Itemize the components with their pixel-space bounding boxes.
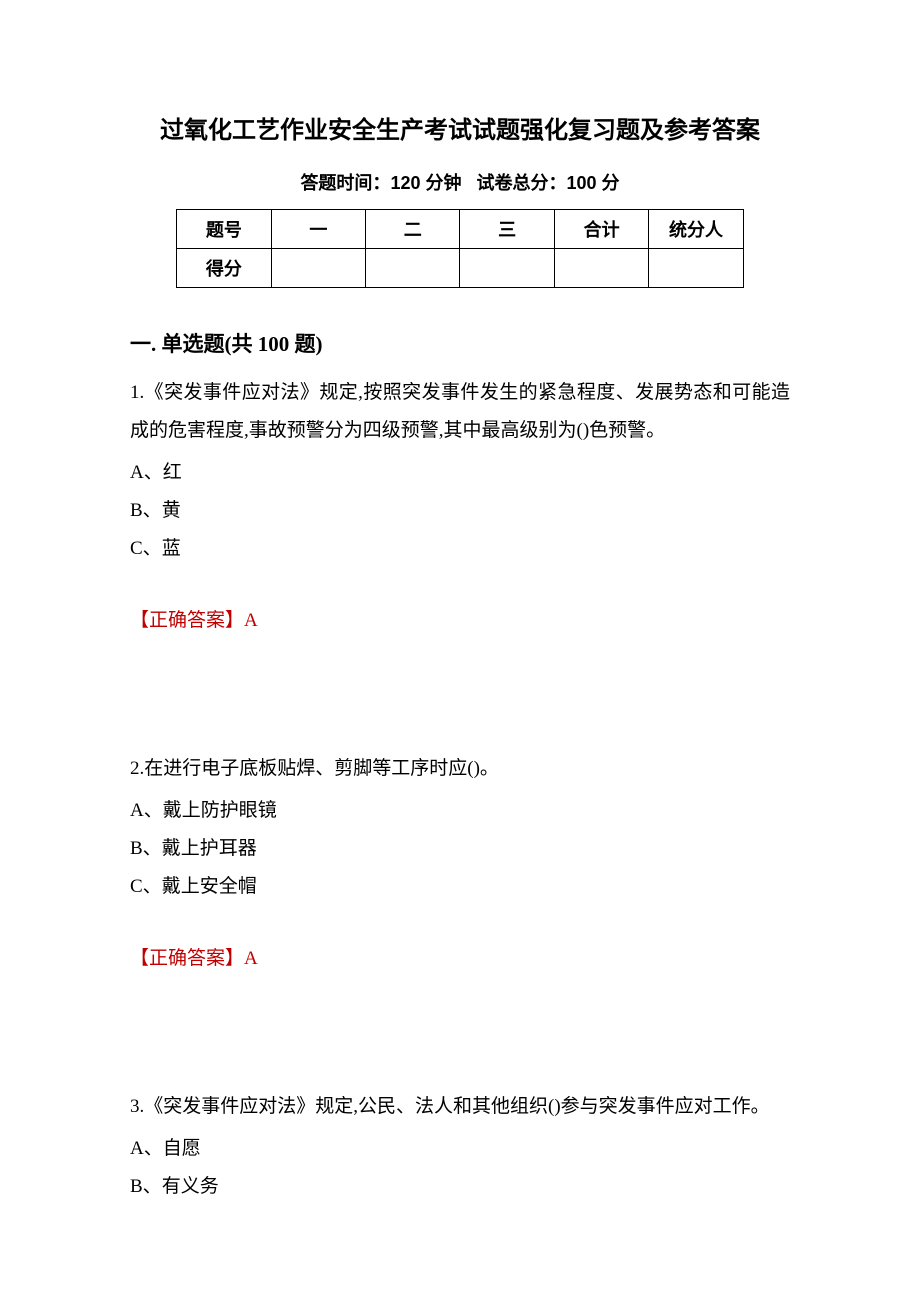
option-text: 戴上安全帽: [162, 876, 257, 897]
cell-empty: [460, 249, 554, 288]
time-label: 答题时间：: [300, 173, 390, 193]
th-label: 题号: [177, 210, 271, 249]
option-label: C、: [130, 876, 162, 897]
option-label: B、: [130, 838, 162, 859]
question-body: 在进行电子底板贴焊、剪脚等工序时应()。: [144, 758, 499, 779]
option: A、戴上防护眼镜: [130, 792, 790, 830]
row-label: 得分: [177, 249, 271, 288]
option: B、黄: [130, 492, 790, 530]
option-label: C、: [130, 538, 162, 559]
answer-line: 【正确答案】A: [130, 602, 790, 640]
question-block: 3.《突发事件应对法》规定,公民、法人和其他组织()参与突发事件应对工作。 A、…: [130, 1088, 790, 1206]
option-label: B、: [130, 1176, 162, 1197]
option-label: A、: [130, 462, 163, 483]
option-label: A、: [130, 800, 163, 821]
question-block: 1.《突发事件应对法》规定,按照突发事件发生的紧急程度、发展势态和可能造成的危害…: [130, 374, 790, 640]
question-text: 2.在进行电子底板贴焊、剪脚等工序时应()。: [130, 750, 790, 788]
th-col: 二: [366, 210, 460, 249]
th-col: 一: [271, 210, 365, 249]
option: C、蓝: [130, 530, 790, 568]
question-body: 《突发事件应对法》规定,公民、法人和其他组织()参与突发事件应对工作。: [144, 1096, 769, 1117]
question-block: 2.在进行电子底板贴焊、剪脚等工序时应()。 A、戴上防护眼镜 B、戴上护耳器 …: [130, 750, 790, 978]
answer-line: 【正确答案】A: [130, 940, 790, 978]
answer-label: 【正确答案】: [130, 948, 244, 969]
score-table: 题号 一 二 三 合计 统分人 得分: [176, 209, 744, 288]
table-row: 得分: [177, 249, 744, 288]
th-col: 合计: [554, 210, 648, 249]
option-label: A、: [130, 1138, 163, 1159]
option-text: 黄: [162, 500, 181, 521]
question-number: 2.: [130, 758, 144, 779]
answer-value: A: [244, 948, 258, 969]
answer-value: A: [244, 610, 258, 631]
option: B、戴上护耳器: [130, 830, 790, 868]
th-col: 三: [460, 210, 554, 249]
option: A、红: [130, 454, 790, 492]
option-text: 戴上防护眼镜: [163, 800, 277, 821]
question-text: 3.《突发事件应对法》规定,公民、法人和其他组织()参与突发事件应对工作。: [130, 1088, 790, 1126]
time-value: 120 分钟: [390, 173, 461, 193]
score-label: 试卷总分：: [477, 173, 567, 193]
section-heading: 一. 单选题(共 100 题): [130, 328, 790, 358]
option-text: 戴上护耳器: [162, 838, 257, 859]
answer-label: 【正确答案】: [130, 610, 244, 631]
question-text: 1.《突发事件应对法》规定,按照突发事件发生的紧急程度、发展势态和可能造成的危害…: [130, 374, 790, 450]
option-label: B、: [130, 500, 162, 521]
option: A、自愿: [130, 1130, 790, 1168]
cell-empty: [366, 249, 460, 288]
option-text: 红: [163, 462, 182, 483]
table-row: 题号 一 二 三 合计 统分人: [177, 210, 744, 249]
cell-empty: [271, 249, 365, 288]
doc-subtitle: 答题时间：120 分钟 试卷总分：100 分: [130, 169, 790, 195]
option: C、戴上安全帽: [130, 868, 790, 906]
page: 过氧化工艺作业安全生产考试试题强化复习题及参考答案 答题时间：120 分钟 试卷…: [0, 0, 920, 1302]
th-col: 统分人: [649, 210, 743, 249]
option: B、有义务: [130, 1168, 790, 1206]
question-number: 3.: [130, 1096, 144, 1117]
cell-empty: [649, 249, 743, 288]
question-body: 《突发事件应对法》规定,按照突发事件发生的紧急程度、发展势态和可能造成的危害程度…: [130, 382, 790, 441]
option-text: 有义务: [162, 1176, 219, 1197]
option-text: 蓝: [162, 538, 181, 559]
score-value: 100 分: [567, 173, 620, 193]
doc-title: 过氧化工艺作业安全生产考试试题强化复习题及参考答案: [130, 110, 790, 145]
cell-empty: [554, 249, 648, 288]
option-text: 自愿: [163, 1138, 201, 1159]
question-number: 1.: [130, 382, 144, 403]
